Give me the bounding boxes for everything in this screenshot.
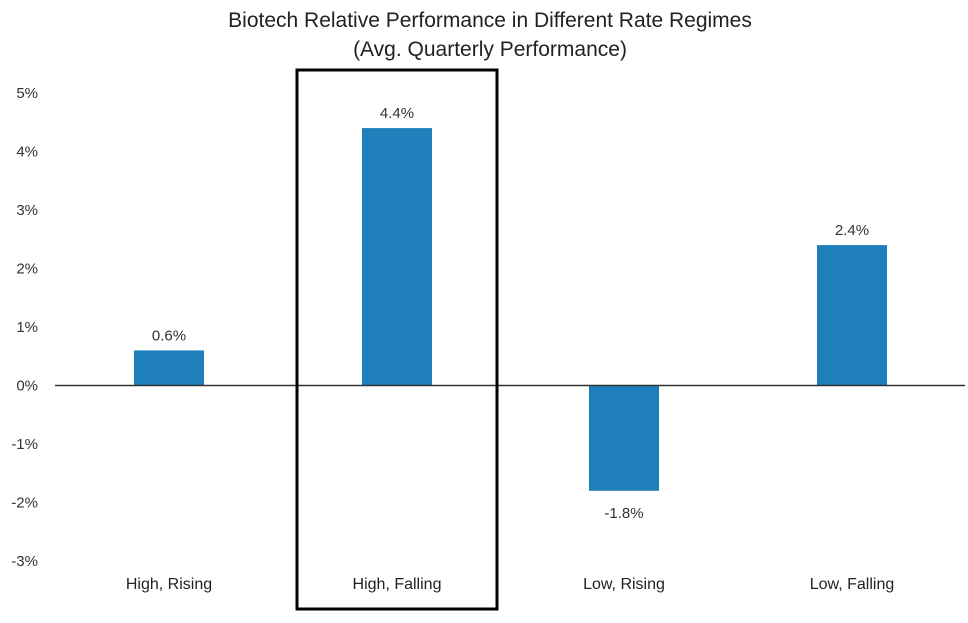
chart-subtitle: (Avg. Quarterly Performance) (353, 38, 627, 61)
data-label: -1.8% (604, 505, 643, 522)
data-label: 2.4% (835, 222, 869, 239)
y-tick-label: -3% (11, 553, 38, 570)
y-tick-label: 0% (16, 378, 38, 395)
y-tick-label: 4% (16, 144, 38, 161)
chart-title: Biotech Relative Performance in Differen… (228, 9, 752, 32)
y-tick-label: 5% (16, 85, 38, 102)
data-labels: 0.6% 4.4% -1.8% 2.4% (152, 105, 869, 522)
x-axis: High, Rising High, Falling Low, Rising Low,… (126, 576, 894, 593)
data-label: 0.6% (152, 327, 186, 344)
data-label: 4.4% (380, 105, 414, 122)
y-tick-label: 1% (16, 319, 38, 336)
highlight-box (295, 68, 499, 611)
y-tick-label: 3% (16, 202, 38, 219)
category-label: Low, Falling (810, 576, 895, 593)
y-axis: 5% 4% 3% 2% 1% 0% -1% -2% -3% (11, 85, 38, 570)
bar (362, 128, 432, 386)
y-tick-label: 2% (16, 261, 38, 278)
bar (817, 245, 887, 386)
bar (134, 350, 204, 386)
bars (134, 128, 887, 491)
bar (589, 385, 659, 491)
category-label: High, Rising (126, 576, 212, 593)
category-label: Low, Rising (583, 576, 665, 593)
y-tick-label: -1% (11, 436, 38, 453)
category-label: High, Falling (353, 576, 442, 593)
y-tick-label: -2% (11, 495, 38, 512)
